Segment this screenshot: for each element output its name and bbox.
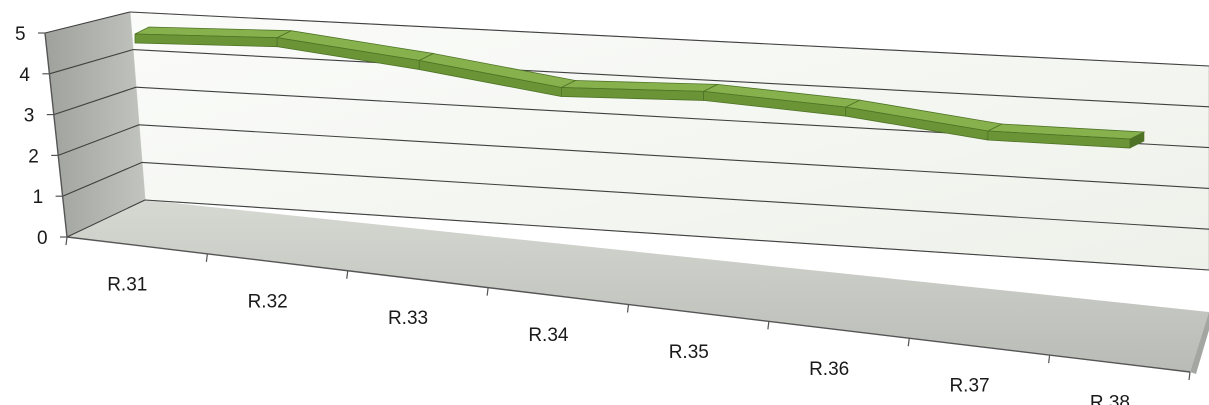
x-tick-label: R.38	[1090, 393, 1130, 405]
x-tick	[346, 270, 349, 279]
x-tick-label: R.34	[528, 325, 569, 346]
side-wall	[45, 12, 145, 237]
side-gridline	[49, 49, 134, 75]
y-axis-line	[44, 32, 68, 238]
gridline	[141, 161, 1209, 230]
x-tick	[1188, 371, 1191, 381]
side-gridline	[62, 161, 143, 197]
series-end-cap	[1129, 131, 1145, 149]
x-tick-label: R.35	[669, 342, 709, 363]
x-tick	[65, 236, 68, 246]
y-tick-label: 0	[37, 228, 48, 249]
x-tick	[1048, 355, 1051, 364]
x-tick-label: R.31	[107, 274, 147, 295]
y-tick-label: 2	[28, 146, 39, 167]
x-tick-label: R.36	[809, 359, 849, 380]
series-ribbon	[134, 26, 1146, 149]
x-tick	[767, 321, 770, 330]
x-tick-label: R.32	[248, 291, 288, 312]
gridline	[132, 49, 1209, 108]
x-tick	[907, 338, 910, 347]
x-tick	[486, 287, 489, 296]
y-axis-ticks: 0 1 2 3 4 5	[15, 24, 67, 249]
y-tick-label: 3	[24, 106, 35, 127]
side-gridline	[53, 86, 137, 116]
gridline	[138, 124, 1209, 189]
side-gridline	[58, 124, 140, 156]
floor-front-edge	[1190, 312, 1209, 374]
floor	[67, 200, 1209, 372]
x-tick-label: R.37	[949, 376, 989, 397]
x-tick	[205, 253, 208, 262]
x-tick-label: R.33	[388, 308, 428, 329]
side-gridline	[44, 11, 131, 34]
x-tick	[626, 304, 630, 313]
y-tick-label: 4	[19, 65, 30, 86]
chart-walls	[45, 11, 1209, 374]
gridline	[144, 199, 1209, 271]
gridline	[129, 11, 1209, 67]
x-axis-ticks: R.31 R.32 R.33 R.34 R.35 R.36 R.37 R.38	[65, 236, 1191, 405]
y-tick-label: 5	[15, 24, 26, 45]
y-tick-label: 1	[33, 187, 44, 208]
side-gridline	[66, 199, 146, 238]
